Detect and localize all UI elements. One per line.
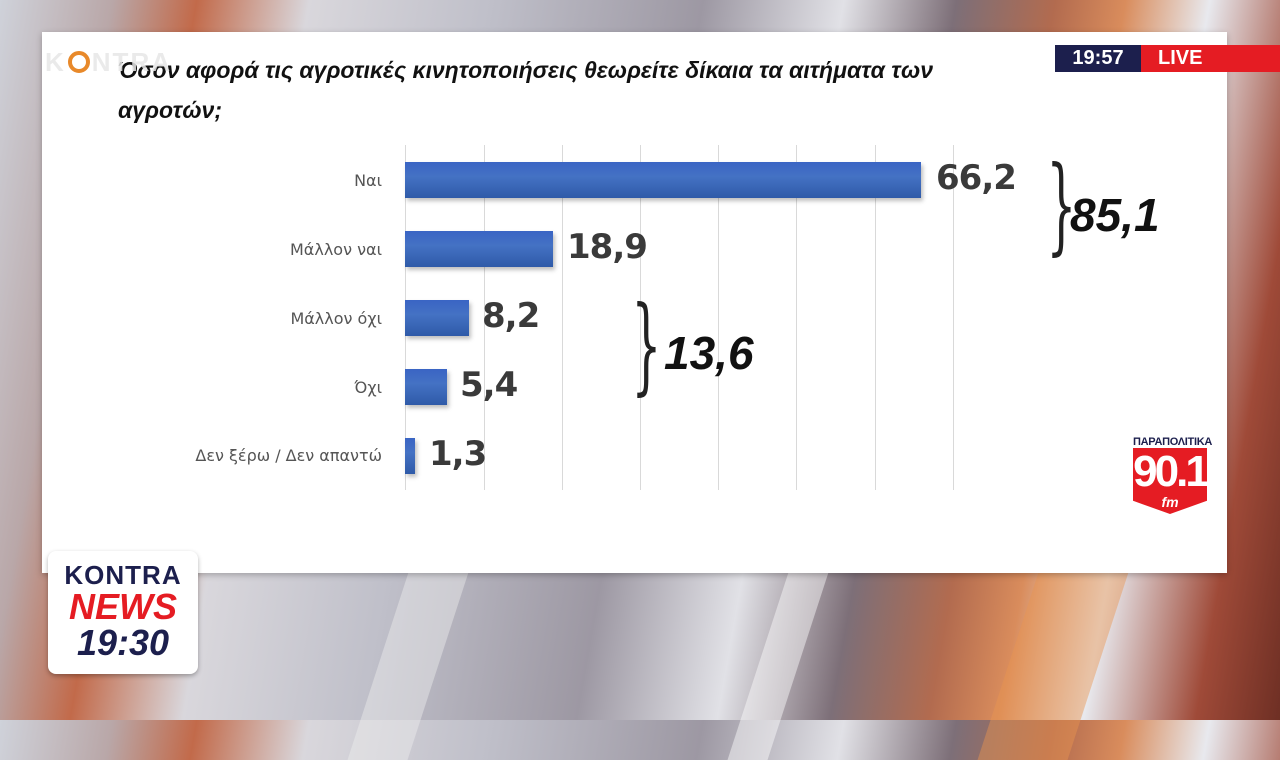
live-badge: LIVE xyxy=(1141,45,1280,72)
gridline xyxy=(796,145,797,490)
radio-frequency: 90.1 xyxy=(1133,447,1207,496)
group-sum: 13,6 xyxy=(664,327,754,379)
gridline xyxy=(875,145,876,490)
background-stripe xyxy=(727,560,833,760)
value-label: 18,9 xyxy=(567,227,648,267)
radio-badge: 90.1 fm xyxy=(1133,448,1207,514)
category-label: Ναι xyxy=(354,171,382,190)
bar xyxy=(405,231,553,267)
brace-icon: } xyxy=(1046,144,1077,266)
gridline xyxy=(953,145,954,490)
bar xyxy=(405,438,415,474)
value-label: 8,2 xyxy=(482,296,540,336)
partner-radio-logo: ΠΑΡΑΠΟΛΙΤΙΚΑ 90.1 fm xyxy=(1133,436,1213,514)
channel-watermark: K NTRA xyxy=(45,47,172,77)
radio-name: ΠΑΡΑΠΟΛΙΤΙΚΑ xyxy=(1133,436,1213,448)
clock: 19:57 xyxy=(1055,45,1141,72)
show-logo-line2: NEWS xyxy=(69,586,177,627)
gridline xyxy=(640,145,641,490)
value-label: 1,3 xyxy=(429,434,487,474)
background-stripe xyxy=(347,560,473,760)
show-logo: KONTRA NEWS 19:30 xyxy=(48,551,198,674)
chart-title: Όσον αφορά τις αγροτικές κινητοποιήσεις … xyxy=(118,57,934,123)
bar xyxy=(405,162,921,198)
value-label: 5,4 xyxy=(460,365,518,405)
category-label: Δεν ξέρω / Δεν απαντώ xyxy=(195,446,382,465)
brace-icon: } xyxy=(631,284,662,406)
bar xyxy=(405,300,469,336)
show-logo-line1: KONTRA xyxy=(64,560,182,590)
value-label: 66,2 xyxy=(936,158,1017,198)
category-label: Μάλλον ναι xyxy=(290,240,382,259)
group-sum: 85,1 xyxy=(1070,189,1160,241)
gridline xyxy=(484,145,485,490)
category-label: Όχι xyxy=(354,378,382,397)
chart-panel xyxy=(42,32,1227,573)
show-logo-line3: 19:30 xyxy=(76,622,170,663)
radio-fm: fm xyxy=(1161,494,1179,510)
gridline xyxy=(718,145,719,490)
category-label: Μάλλον όχι xyxy=(290,309,382,328)
kontra-logo-icon xyxy=(67,51,90,73)
gridline xyxy=(562,145,563,490)
bar xyxy=(405,369,447,405)
background-stripe xyxy=(977,560,1133,760)
